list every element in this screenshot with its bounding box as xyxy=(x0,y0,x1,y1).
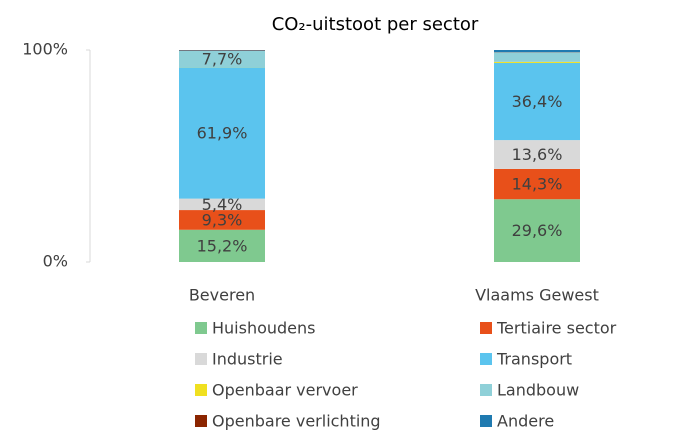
legend-swatch xyxy=(480,415,492,427)
bar-segment xyxy=(179,229,265,262)
data-label: 29,6% xyxy=(512,221,563,240)
legend-label: Industrie xyxy=(212,350,283,369)
data-label: 7,7% xyxy=(202,50,243,69)
legend-swatch xyxy=(195,353,207,365)
legend-label: Andere xyxy=(497,412,554,431)
legend-label: Openbaar vervoer xyxy=(212,381,358,400)
data-label: 13,6% xyxy=(512,145,563,164)
legend-label: Tertiaire sector xyxy=(496,319,617,338)
data-label: 61,9% xyxy=(197,123,248,142)
y-tick-label: 100% xyxy=(22,40,68,59)
bar-segment xyxy=(494,168,580,200)
data-label: 5,4% xyxy=(202,195,243,214)
legend-swatch xyxy=(480,353,492,365)
bar-segment xyxy=(494,62,580,141)
bar-segment xyxy=(179,210,265,230)
bar-segment xyxy=(494,50,580,53)
data-label: 14,3% xyxy=(512,175,563,194)
bar-segment xyxy=(179,50,265,68)
bar-segment xyxy=(494,140,580,169)
data-label: 9,3% xyxy=(202,210,243,229)
bar-segment xyxy=(179,67,265,199)
legend-swatch xyxy=(195,322,207,334)
x-tick-label: Beveren xyxy=(189,286,255,305)
bar-segment xyxy=(494,199,580,262)
legend-label: Landbouw xyxy=(497,381,579,400)
bar-segment xyxy=(494,52,580,62)
data-label: 15,2% xyxy=(197,236,248,255)
legend-label: Transport xyxy=(496,350,572,369)
chart-title: CO₂-uitstoot per sector xyxy=(272,14,479,35)
legend-swatch xyxy=(195,384,207,396)
bar-segment xyxy=(179,198,265,211)
y-tick-label: 0% xyxy=(43,252,68,271)
x-tick-label: Vlaams Gewest xyxy=(475,286,599,305)
legend-label: Huishoudens xyxy=(212,319,316,338)
legend-swatch xyxy=(480,384,492,396)
legend-swatch xyxy=(195,415,207,427)
bar-segment xyxy=(494,61,580,63)
legend-label: Openbare verlichting xyxy=(212,412,381,431)
data-label: 36,4% xyxy=(512,92,563,111)
legend-swatch xyxy=(480,322,492,334)
